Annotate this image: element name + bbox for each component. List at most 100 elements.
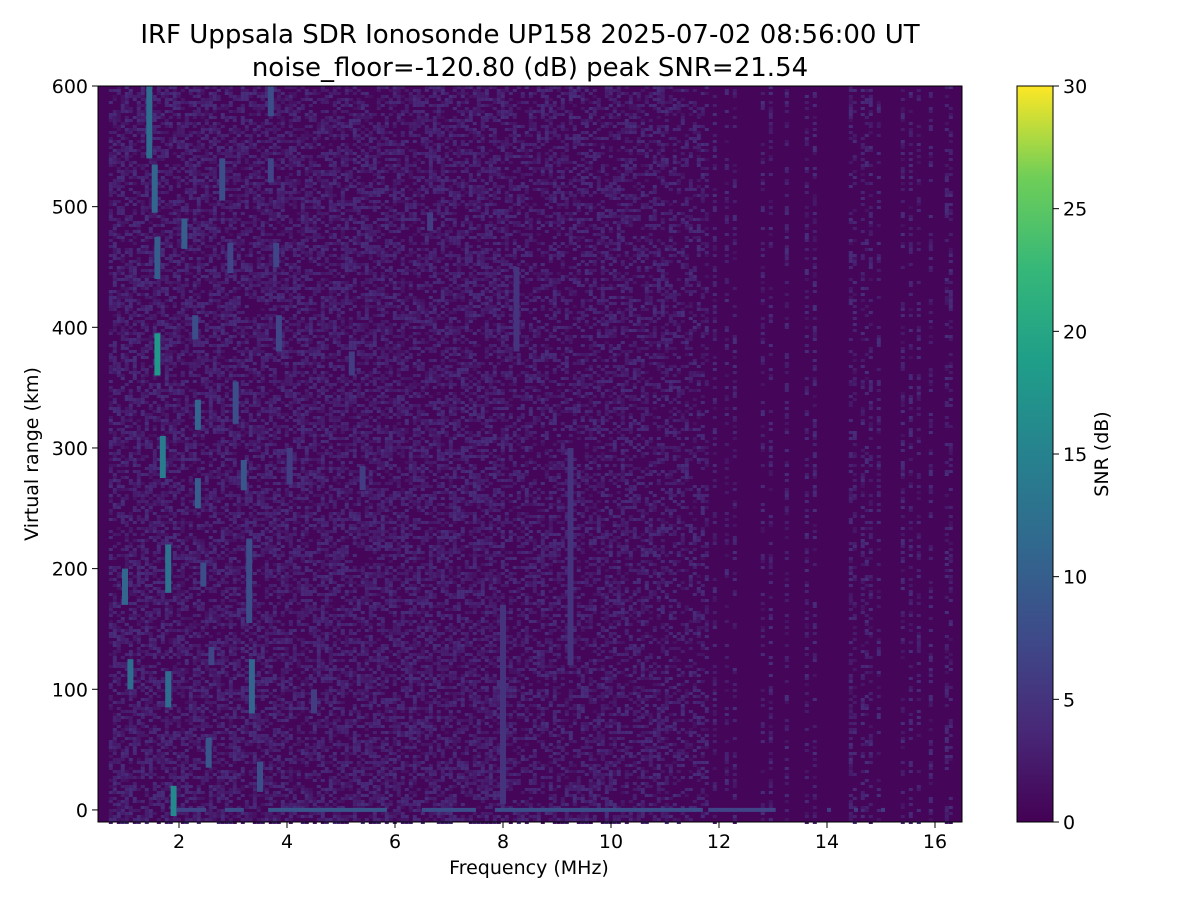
noise-cell [124, 539, 129, 542]
noise-cell [212, 176, 217, 179]
noise-cell [124, 692, 129, 695]
noise-cell [236, 251, 241, 254]
noise-cell [124, 563, 129, 566]
noise-cell [156, 311, 161, 314]
noise-cell [236, 188, 241, 191]
noise-cell [208, 770, 213, 773]
noise-cell [116, 665, 121, 668]
noise-cell [124, 104, 129, 107]
noise-cell [156, 482, 161, 485]
noise-cell [192, 365, 197, 368]
noise-cell [208, 302, 213, 305]
noise-cell [172, 593, 177, 596]
noise-cell [216, 164, 221, 167]
noise-cell [112, 593, 117, 596]
noise-cell [144, 503, 149, 506]
noise-cell [176, 716, 181, 719]
noise-cell [128, 572, 133, 575]
noise-cell [160, 311, 165, 314]
noise-cell [168, 509, 173, 512]
noise-cell [192, 338, 197, 341]
noise-cell [244, 677, 249, 680]
noise-cell [144, 788, 149, 791]
noise-cell [204, 338, 209, 341]
noise-cell [112, 320, 117, 323]
noise-cell [192, 431, 197, 434]
noise-cell [152, 116, 157, 119]
noise-cell [228, 512, 233, 515]
noise-cell [120, 143, 125, 146]
noise-cell [252, 155, 257, 158]
noise-cell [108, 485, 113, 488]
noise-cell [132, 602, 137, 605]
noise-cell [148, 212, 153, 215]
noise-cell [180, 467, 185, 470]
noise-cell [188, 389, 193, 392]
noise-cell [240, 497, 245, 500]
noise-cell [252, 320, 257, 323]
noise-cell [196, 653, 201, 656]
noise-cell [180, 479, 185, 482]
noise-cell [228, 794, 233, 797]
noise-cell [116, 707, 121, 710]
noise-cell [132, 494, 137, 497]
noise-cell [192, 812, 197, 815]
noise-cell [172, 317, 177, 320]
noise-cell [240, 752, 245, 755]
noise-cell [244, 365, 249, 368]
noise-cell [128, 110, 133, 113]
noise-cell [144, 293, 149, 296]
noise-cell [124, 92, 129, 95]
noise-cell [152, 665, 157, 668]
noise-cell [140, 209, 145, 212]
noise-cell [148, 404, 153, 407]
noise-cell [244, 518, 249, 521]
noise-cell [112, 245, 117, 248]
noise-cell [228, 593, 233, 596]
noise-cell [116, 662, 121, 665]
noise-cell [148, 407, 153, 410]
noise-cell [240, 575, 245, 578]
noise-cell [204, 587, 209, 590]
noise-cell [232, 650, 237, 653]
noise-cell [140, 110, 145, 113]
noise-cell [168, 140, 173, 143]
noise-cell [168, 362, 173, 365]
noise-cell [184, 650, 189, 653]
noise-cell [144, 560, 149, 563]
noise-cell [144, 170, 149, 173]
noise-cell [116, 269, 121, 272]
noise-cell [112, 641, 117, 644]
noise-cell [116, 482, 121, 485]
noise-cell [184, 329, 189, 332]
noise-cell [204, 134, 209, 137]
noise-cell [176, 392, 181, 395]
noise-cell [140, 338, 145, 341]
noise-cell [252, 539, 257, 542]
noise-cell [176, 734, 181, 737]
noise-cell [200, 146, 205, 149]
noise-cell [120, 617, 125, 620]
noise-cell [168, 137, 173, 140]
noise-cell [136, 101, 141, 104]
noise-cell [204, 410, 209, 413]
noise-cell [180, 107, 185, 110]
noise-cell [228, 95, 233, 98]
noise-cell [164, 356, 169, 359]
noise-cell [124, 308, 129, 311]
noise-cell [204, 152, 209, 155]
noise-cell [168, 404, 173, 407]
noise-cell [232, 125, 237, 128]
noise-cell [112, 635, 117, 638]
noise-cell [244, 95, 249, 98]
noise-cell [184, 182, 189, 185]
noise-cell [184, 254, 189, 257]
noise-cell [244, 740, 249, 743]
noise-cell [112, 782, 117, 785]
noise-cell [228, 557, 233, 560]
noise-cell [192, 287, 197, 290]
noise-cell [184, 308, 189, 311]
noise-cell [136, 131, 141, 134]
noise-cell [232, 443, 237, 446]
noise-cell [248, 266, 253, 269]
